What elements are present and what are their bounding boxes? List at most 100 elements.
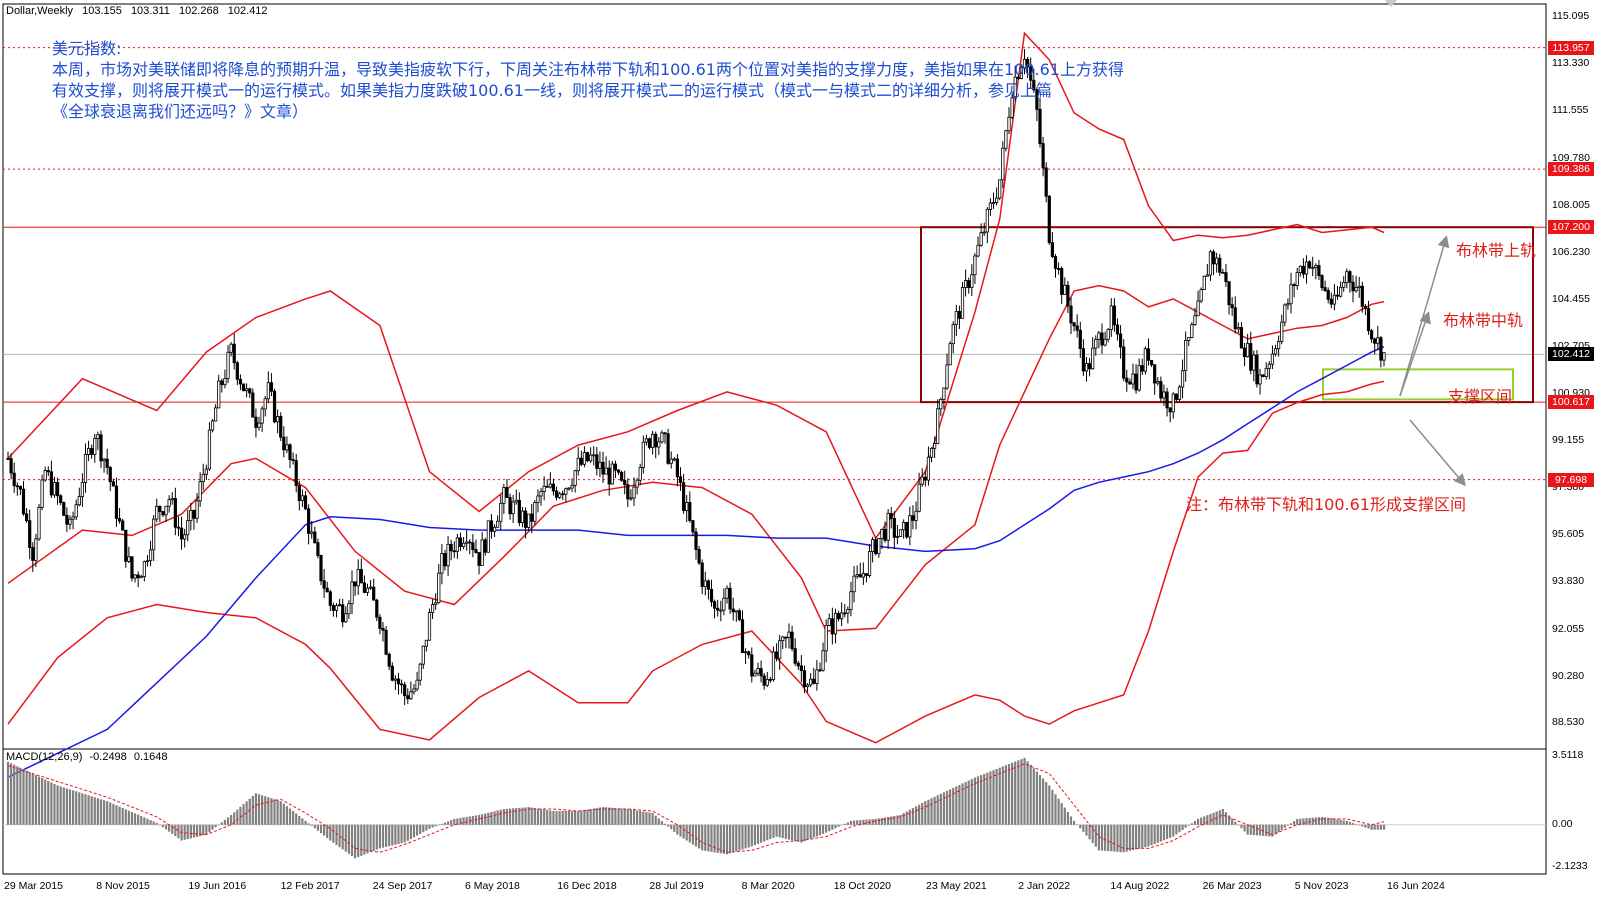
candle-body — [186, 520, 190, 536]
macd-bar — [1172, 824, 1175, 837]
macd-bar — [1054, 794, 1057, 825]
candle-body — [703, 580, 707, 587]
candle-body — [1115, 324, 1120, 335]
candle-body — [477, 552, 481, 566]
macd-bar — [1234, 821, 1237, 825]
candle-body — [40, 479, 44, 508]
macd-bar — [1020, 759, 1023, 825]
macd-bar — [880, 817, 884, 825]
candle-body — [1122, 346, 1126, 379]
macd-bar — [949, 789, 952, 825]
macd-bar — [242, 804, 245, 825]
macd-bar — [28, 772, 31, 825]
candle-body — [988, 202, 993, 210]
candle-body — [1128, 381, 1132, 385]
candle-body — [412, 688, 416, 693]
macd-bar — [924, 801, 927, 825]
candle-body — [276, 416, 280, 423]
candle-body — [1335, 294, 1340, 297]
bollinger-bands — [7, 31, 1385, 744]
candle-body — [567, 487, 571, 490]
candle-body — [604, 467, 608, 475]
macd-bar — [310, 824, 313, 826]
macd-bar — [412, 824, 416, 838]
macd-bar — [803, 824, 806, 842]
candle-body — [1060, 268, 1064, 295]
annotation-title: 美元指数: — [52, 39, 122, 58]
macd-bar — [273, 799, 276, 825]
support-zone-box — [1322, 368, 1514, 401]
price-tick-label: 109.780 — [1552, 151, 1590, 164]
candle-body — [1001, 147, 1005, 181]
macd-bar — [378, 824, 381, 849]
candle-body — [68, 518, 72, 525]
candle-body — [396, 678, 401, 685]
upper-band-label: 布林带上轨 — [1456, 241, 1537, 260]
macd-bar — [831, 824, 834, 830]
annotation-line-3: 《全球衰退离我们还远吗？》文章） — [52, 102, 309, 121]
macd-bar — [16, 766, 19, 825]
candle-body — [1100, 332, 1104, 346]
candle-body — [375, 599, 379, 618]
macd-bar — [171, 824, 174, 834]
macd-bar — [304, 820, 307, 825]
macd-bar — [828, 824, 831, 832]
macd-bar — [357, 824, 360, 858]
macd-bar — [226, 817, 230, 825]
macd-bar — [1330, 818, 1333, 825]
macd-bar — [199, 824, 202, 837]
macd-bar — [329, 824, 332, 841]
macd-bar — [493, 811, 496, 825]
candle-body — [1239, 327, 1244, 349]
macd-bar — [316, 824, 320, 831]
candle-body — [257, 422, 261, 428]
macd-bar — [558, 811, 561, 825]
candle-body — [926, 456, 931, 481]
macd-bar — [434, 824, 437, 827]
macd-bar — [1063, 807, 1066, 825]
candle-body — [406, 695, 410, 700]
macd-bar — [1076, 824, 1079, 826]
macd-panel — [3, 757, 1546, 859]
candle-body — [669, 458, 673, 464]
low-value: 102.268 — [178, 5, 219, 17]
candle-body — [260, 408, 264, 424]
macd-bar — [794, 824, 797, 842]
candle-body — [325, 587, 329, 593]
candle-body — [818, 669, 822, 672]
candle-body — [545, 485, 549, 488]
candle-body — [939, 399, 943, 410]
macd-bar — [1373, 824, 1376, 830]
macd-bar — [183, 824, 186, 840]
candle-body — [1171, 393, 1175, 413]
candle-body — [1323, 287, 1327, 291]
candle-body — [623, 480, 627, 486]
macd-bar — [189, 824, 192, 839]
candle-body — [688, 502, 692, 521]
candle-body — [1283, 304, 1287, 323]
macd-bar — [264, 796, 267, 825]
candle-body — [201, 473, 205, 483]
symbol-label: Dollar,Weekly — [6, 5, 74, 17]
macd-bar — [747, 824, 750, 848]
candle-body — [874, 539, 878, 555]
macd-bar — [34, 775, 37, 825]
candle-body — [1304, 261, 1309, 275]
candle-body — [638, 467, 642, 481]
candle-body — [1199, 289, 1203, 302]
macd-bar — [140, 816, 143, 825]
candle-body — [214, 407, 218, 422]
candle-body — [533, 502, 537, 522]
macd-bar — [1249, 824, 1252, 835]
candle-body — [771, 651, 776, 681]
macd-bar — [1011, 762, 1014, 825]
macd-bar — [1336, 819, 1339, 825]
candle-body — [1026, 58, 1030, 68]
macd-bar — [1305, 818, 1308, 825]
macd-bar — [1243, 824, 1246, 832]
macd-bar — [487, 812, 490, 825]
candle-body — [24, 513, 29, 522]
candle-body — [1308, 261, 1312, 269]
macd-bar — [980, 775, 983, 825]
